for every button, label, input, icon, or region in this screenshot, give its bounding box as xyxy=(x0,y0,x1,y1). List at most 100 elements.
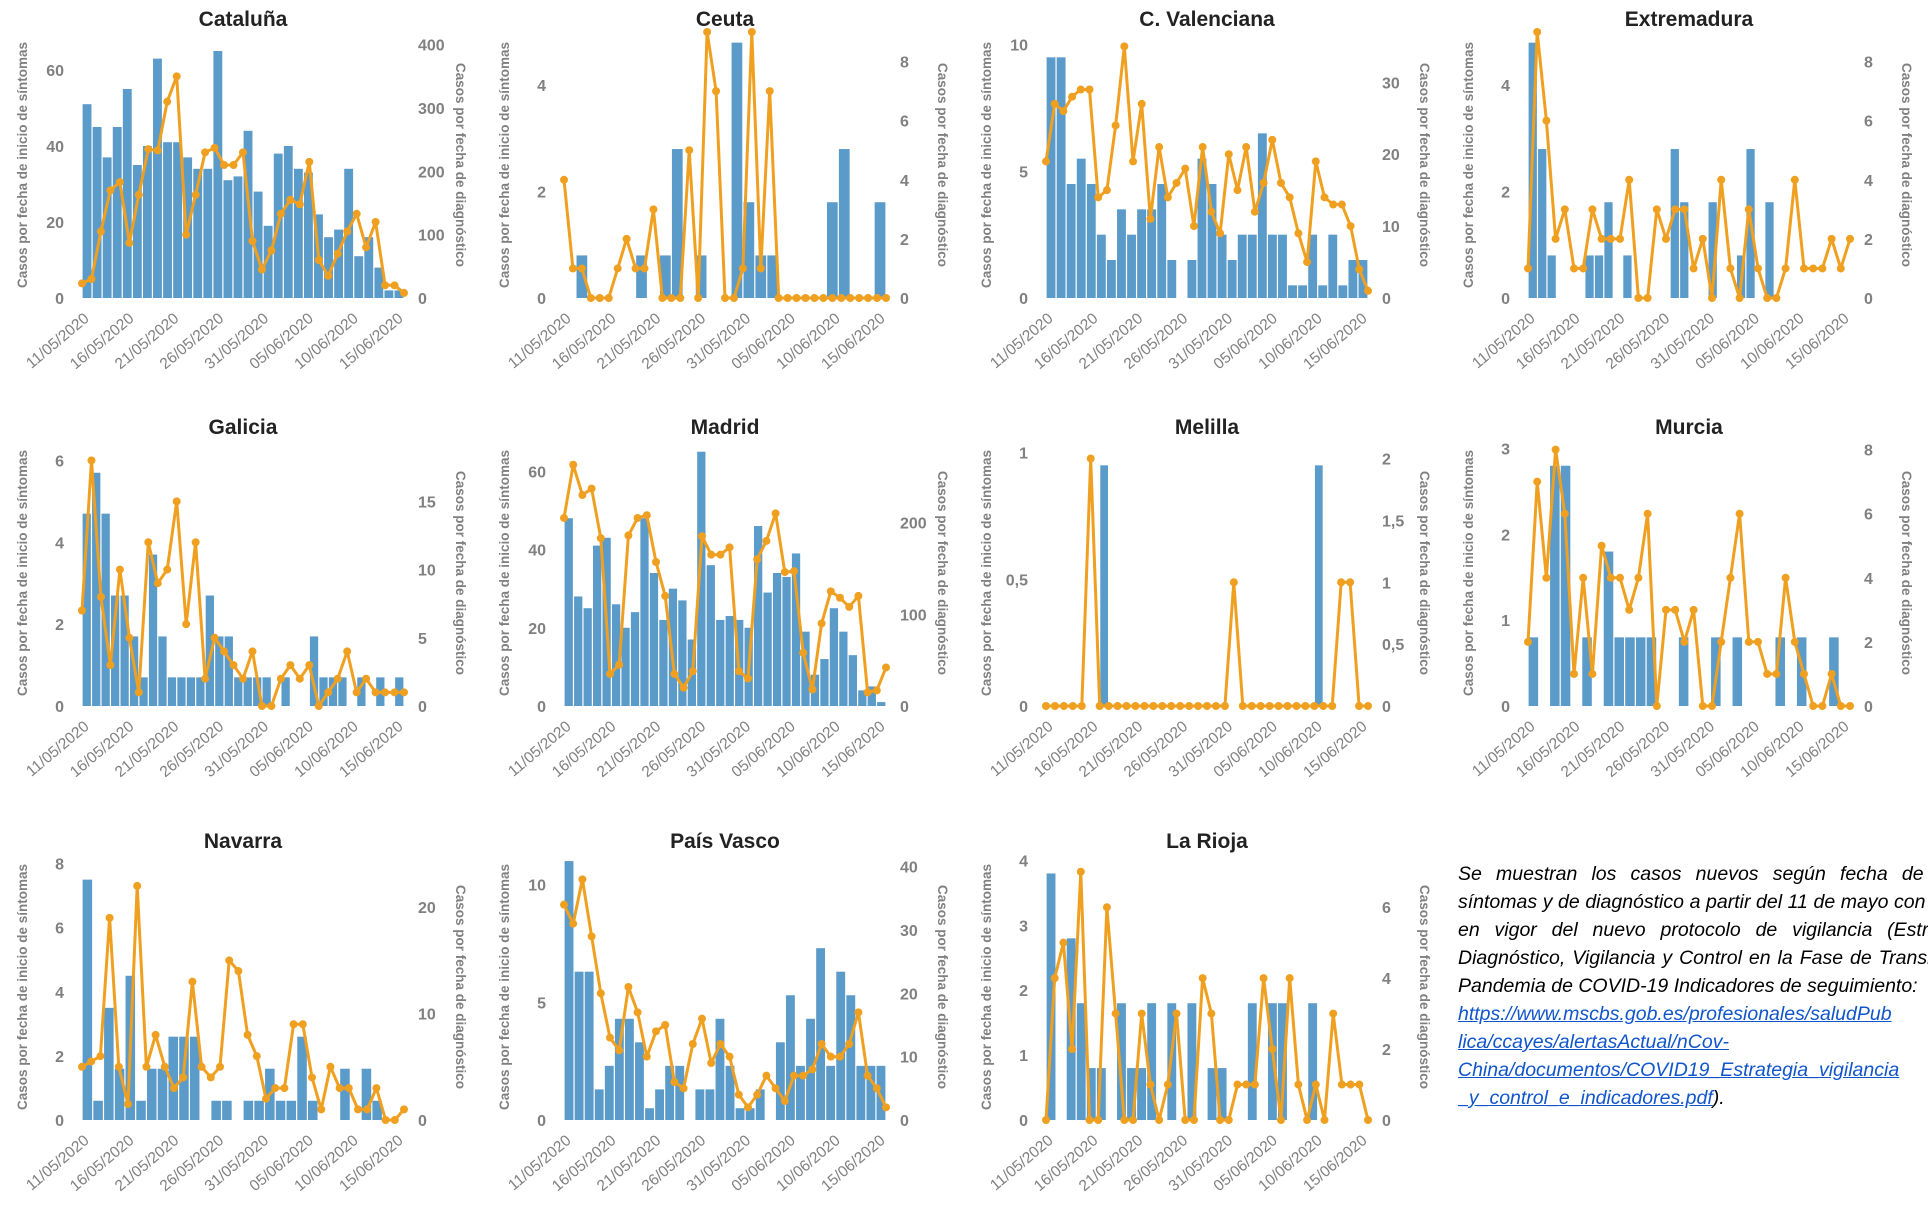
bar xyxy=(725,1065,735,1120)
bar xyxy=(867,686,876,706)
right-tick-label: 0 xyxy=(900,699,909,716)
line-point xyxy=(1689,605,1698,614)
chart-title: Madrid xyxy=(691,416,760,439)
line-point xyxy=(115,178,124,187)
line-point xyxy=(792,294,801,302)
right-tick-label: 0 xyxy=(1382,1113,1391,1130)
line-point xyxy=(1726,264,1735,273)
line-point xyxy=(734,667,743,676)
line-point xyxy=(1698,702,1707,710)
line-point xyxy=(1818,264,1827,273)
right-tick-label: 10 xyxy=(900,1050,918,1067)
bar xyxy=(743,202,755,298)
line-point xyxy=(1643,294,1652,302)
line-point xyxy=(808,1065,817,1074)
bar xyxy=(120,595,129,706)
line-point xyxy=(872,1084,881,1093)
right-tick-label: 10 xyxy=(418,563,436,580)
line-point xyxy=(863,1071,872,1080)
chart-cataluna: Cataluña 0 20 40 60 0 100 200 300 400 Casos por fe… xyxy=(15,8,468,373)
left-tick-label: 4 xyxy=(1501,78,1510,95)
line-point xyxy=(1763,294,1772,302)
line-point xyxy=(725,543,734,552)
bar xyxy=(782,576,791,706)
line-point xyxy=(744,1103,752,1112)
bar xyxy=(223,180,233,298)
bar xyxy=(309,636,319,706)
line-point xyxy=(1355,702,1364,710)
bar xyxy=(1288,285,1297,298)
line-point xyxy=(670,1078,679,1086)
bar xyxy=(224,636,233,706)
bar xyxy=(1197,158,1207,298)
line-point xyxy=(1754,637,1762,646)
bar xyxy=(829,608,839,706)
y-left-axis-title: Casos por fecha de inicio de síntomas xyxy=(1461,450,1476,696)
note-link-line-3[interactable]: China/documentos/COVID19_Estrategia_vigi… xyxy=(1458,1059,1900,1081)
bar xyxy=(243,130,253,298)
line-point xyxy=(125,238,134,247)
right-tick-label: 2 xyxy=(1864,635,1873,652)
note-link-line-2[interactable]: lica/ccayes/alertasActual/nCov- xyxy=(1458,1031,1729,1053)
line-point xyxy=(1533,28,1542,36)
line-point xyxy=(615,1046,624,1055)
bar xyxy=(1217,1068,1227,1120)
bar xyxy=(614,1018,624,1120)
bar xyxy=(102,157,112,298)
note-tail: ). xyxy=(1712,1087,1725,1109)
line-point xyxy=(1364,1116,1372,1124)
bar xyxy=(1614,637,1624,706)
line-point xyxy=(248,647,257,656)
bar xyxy=(297,1036,307,1120)
bar xyxy=(1604,202,1613,298)
line-point xyxy=(863,688,872,697)
line-point xyxy=(1579,573,1588,582)
bar xyxy=(1547,255,1556,298)
bar xyxy=(1096,1068,1106,1120)
line-point xyxy=(1172,178,1181,187)
left-tick-label: 1 xyxy=(1019,446,1028,463)
line-point xyxy=(400,688,408,697)
right-tick-label: 0 xyxy=(1382,291,1391,308)
y-right-axis-title: Casos por fecha de diagnóstico xyxy=(453,63,468,267)
line-point xyxy=(352,209,361,218)
note-link-line-1[interactable]: https://www.mscbs.gob.es/profesionales/s… xyxy=(1458,1003,1892,1025)
left-tick-label: 8 xyxy=(55,857,64,874)
line-point xyxy=(1744,205,1753,214)
line-point xyxy=(1276,1116,1285,1124)
bar xyxy=(254,1100,264,1120)
bar xyxy=(372,1100,382,1120)
right-tick-label: 0 xyxy=(1382,699,1391,716)
bar xyxy=(838,149,850,298)
line-point xyxy=(1068,1045,1077,1054)
bar xyxy=(1550,465,1560,706)
line-point xyxy=(765,87,774,96)
line-point xyxy=(1155,143,1164,152)
line-point xyxy=(1149,702,1158,710)
chart-title: Navarra xyxy=(204,830,283,853)
line-point xyxy=(725,1052,734,1061)
line-point xyxy=(234,967,243,976)
bar xyxy=(1137,1068,1147,1120)
line-point xyxy=(560,175,568,184)
line-point xyxy=(1181,1116,1190,1124)
line-point xyxy=(1172,1009,1181,1018)
line-point xyxy=(771,509,780,518)
bar xyxy=(262,677,271,706)
bar xyxy=(695,1089,705,1120)
line-point xyxy=(400,288,408,297)
chart-title: C. Valenciana xyxy=(1139,8,1275,31)
bar xyxy=(328,677,338,706)
series-line xyxy=(1526,448,1850,708)
line-point xyxy=(1113,702,1122,710)
line-point xyxy=(1085,1116,1094,1124)
line-point xyxy=(1772,294,1781,302)
line-point xyxy=(836,1052,844,1061)
line-point xyxy=(115,565,124,574)
line-point xyxy=(206,1073,215,1082)
line-point xyxy=(1652,205,1661,214)
bar xyxy=(697,451,706,706)
note-link-line-4[interactable]: _y_control_e_indicadores.pdf xyxy=(1458,1087,1713,1109)
bar xyxy=(303,172,313,298)
bar xyxy=(205,595,214,706)
